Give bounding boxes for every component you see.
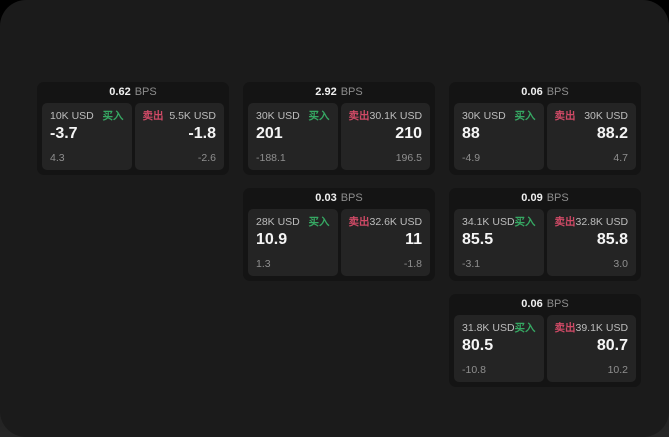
quote-panels: 31.8K USD 买入 80.5 -10.8 卖出 39.1K USD 80.…: [449, 315, 641, 387]
buy-notional: 10K USD: [50, 110, 94, 122]
quote-card: 0.09 BPS 34.1K USD 买入 85.5 -3.1 卖出 32.8K…: [449, 188, 641, 281]
sell-notional: 32.8K USD: [575, 216, 629, 228]
buy-price: 80.5: [462, 337, 494, 355]
sell-quote-tile[interactable]: 卖出 5.5K USD -1.8 -2.6: [134, 103, 224, 170]
buy-side-label: 买入: [514, 322, 536, 334]
sell-side-label: 卖出: [554, 216, 576, 228]
quote-card-grid: 0.62 BPS 10K USD 买入 -3.7 4.3 卖出 5.5K USD: [37, 82, 641, 387]
quote-card: 0.06 BPS 31.8K USD 买入 80.5 -10.8 卖出 39.1…: [449, 294, 641, 387]
buy-change: 1.3: [256, 257, 271, 270]
buy-price: 10.9: [256, 231, 288, 249]
quote-panels: 30K USD 买入 88 -4.9 卖出 30K USD 88.2 4.7: [449, 103, 641, 175]
quote-panels: 10K USD 买入 -3.7 4.3 卖出 5.5K USD -1.8 -2.…: [37, 103, 229, 175]
spread-value: 0.62: [109, 86, 131, 98]
buy-price: 85.5: [462, 231, 494, 249]
sell-change: -1.8: [403, 257, 422, 270]
buy-quote-tile[interactable]: 28K USD 买入 10.9 1.3: [248, 209, 338, 276]
sell-price: 210: [395, 125, 422, 143]
sell-quote-tile[interactable]: 卖出 32.8K USD 85.8 3.0: [546, 209, 636, 276]
sell-notional: 30.1K USD: [369, 110, 423, 122]
buy-change: -10.8: [462, 363, 486, 376]
quote-card: 2.92 BPS 30K USD 买入 201 -188.1 卖出 30.1K …: [243, 82, 435, 175]
buy-side-label: 买入: [308, 110, 330, 122]
sell-change: 3.0: [613, 257, 628, 270]
sell-notional: 39.1K USD: [575, 322, 629, 334]
spread-value: 0.06: [521, 298, 543, 310]
buy-notional: 28K USD: [256, 216, 300, 228]
buy-side-label: 买入: [514, 110, 536, 122]
sell-side-label: 卖出: [554, 322, 576, 334]
buy-quote-tile[interactable]: 30K USD 买入 201 -188.1: [248, 103, 338, 170]
sell-quote-tile[interactable]: 卖出 30.1K USD 210 196.5: [340, 103, 430, 170]
sell-change: 4.7: [613, 151, 628, 164]
buy-change: 4.3: [50, 151, 65, 164]
sell-notional: 5.5K USD: [169, 110, 216, 122]
sell-side-label: 卖出: [348, 216, 370, 228]
bps-unit-label: BPS: [340, 192, 363, 204]
quote-card: 0.06 BPS 30K USD 买入 88 -4.9 卖出 30K USD: [449, 82, 641, 175]
sell-quote-tile[interactable]: 卖出 30K USD 88.2 4.7: [546, 103, 636, 170]
sell-price: 80.7: [596, 337, 628, 355]
sell-price: -1.8: [188, 125, 216, 143]
buy-price: 88: [462, 125, 480, 143]
bps-unit-label: BPS: [340, 86, 363, 98]
bps-unit-label: BPS: [546, 298, 569, 310]
sell-side-label: 卖出: [348, 110, 370, 122]
spread-value: 0.09: [521, 192, 543, 204]
spread-header: 0.09 BPS: [449, 188, 641, 209]
spread-header: 2.92 BPS: [243, 82, 435, 103]
buy-change: -4.9: [462, 151, 481, 164]
quote-panels: 30K USD 买入 201 -188.1 卖出 30.1K USD 210 1…: [243, 103, 435, 175]
spread-value: 0.06: [521, 86, 543, 98]
buy-change: -188.1: [256, 151, 286, 164]
sell-notional: 30K USD: [584, 110, 628, 122]
quote-panels: 28K USD 买入 10.9 1.3 卖出 32.6K USD 11 -1.8: [243, 209, 435, 281]
sell-price: 85.8: [596, 231, 628, 249]
buy-notional: 31.8K USD: [462, 322, 515, 334]
sell-price: 88.2: [596, 125, 628, 143]
bps-unit-label: BPS: [546, 192, 569, 204]
buy-notional: 34.1K USD: [462, 216, 515, 228]
buy-side-label: 买入: [308, 216, 330, 228]
bps-unit-label: BPS: [546, 86, 569, 98]
buy-side-label: 买入: [102, 110, 124, 122]
buy-price: 201: [256, 125, 283, 143]
buy-quote-tile[interactable]: 34.1K USD 买入 85.5 -3.1: [454, 209, 544, 276]
quote-card: 0.03 BPS 28K USD 买入 10.9 1.3 卖出 32.6K US…: [243, 188, 435, 281]
sell-change: 196.5: [395, 151, 422, 164]
buy-change: -3.1: [462, 257, 481, 270]
sell-quote-tile[interactable]: 卖出 39.1K USD 80.7 10.2: [546, 315, 636, 382]
sell-notional: 32.6K USD: [369, 216, 423, 228]
buy-notional: 30K USD: [462, 110, 506, 122]
buy-notional: 30K USD: [256, 110, 300, 122]
sell-price: 11: [405, 231, 422, 249]
buy-quote-tile[interactable]: 10K USD 买入 -3.7 4.3: [42, 103, 132, 170]
spread-value: 0.03: [315, 192, 337, 204]
spread-header: 0.62 BPS: [37, 82, 229, 103]
sell-quote-tile[interactable]: 卖出 32.6K USD 11 -1.8: [340, 209, 430, 276]
spread-value: 2.92: [315, 86, 337, 98]
spread-header: 0.06 BPS: [449, 82, 641, 103]
buy-side-label: 买入: [514, 216, 536, 228]
buy-price: -3.7: [50, 125, 78, 143]
sell-side-label: 卖出: [142, 110, 164, 122]
buy-quote-tile[interactable]: 30K USD 买入 88 -4.9: [454, 103, 544, 170]
sell-change: 10.2: [607, 363, 628, 376]
sell-side-label: 卖出: [554, 110, 576, 122]
buy-quote-tile[interactable]: 31.8K USD 买入 80.5 -10.8: [454, 315, 544, 382]
spread-header: 0.03 BPS: [243, 188, 435, 209]
spread-header: 0.06 BPS: [449, 294, 641, 315]
quote-card: 0.62 BPS 10K USD 买入 -3.7 4.3 卖出 5.5K USD: [37, 82, 229, 175]
quote-panels: 34.1K USD 买入 85.5 -3.1 卖出 32.8K USD 85.8…: [449, 209, 641, 281]
bps-unit-label: BPS: [134, 86, 157, 98]
sell-change: -2.6: [197, 151, 216, 164]
